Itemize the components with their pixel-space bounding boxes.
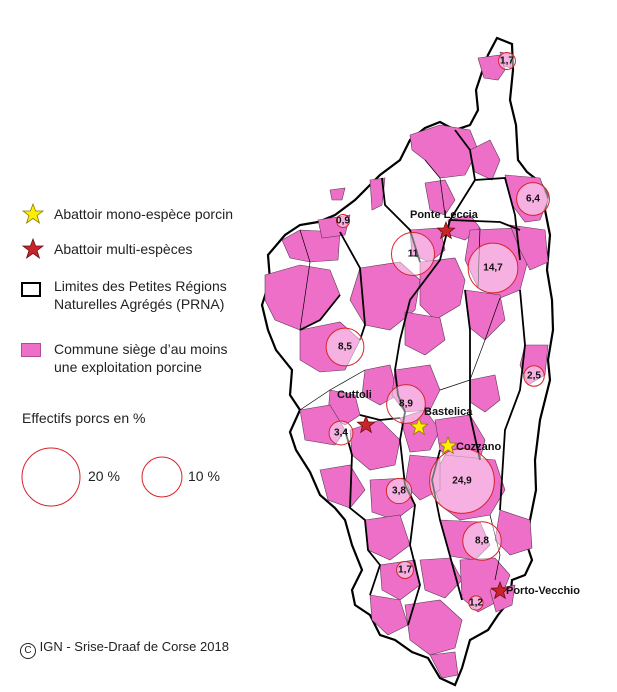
effectif-label: 14,7 (483, 263, 503, 274)
abattoir-stars (356, 220, 510, 600)
effectif-circle (385, 477, 413, 505)
commune-patches (264, 51, 549, 679)
effectif-circle (328, 420, 354, 446)
effectif-circle (523, 365, 545, 387)
effectif-circle (467, 242, 519, 294)
effectif-label: 8,9 (399, 399, 413, 410)
effectif-label: 2,5 (527, 371, 541, 382)
effectif-circle (390, 231, 436, 277)
effectif-label: 3,8 (392, 486, 406, 497)
mono-abattoir-star-icon (438, 435, 458, 455)
effectif-circle (429, 448, 495, 514)
city-label: Cuttoli (337, 389, 372, 401)
effectif-label: 8,5 (338, 342, 352, 353)
city-labels: Ponte Leccia Cuttoli Bastelica Cozzano Porto… (337, 209, 580, 597)
effectif-label: 24,9 (452, 476, 472, 487)
effectif-circle (468, 595, 484, 611)
city-label: Ponte Leccia (410, 209, 479, 221)
effectif-circle (325, 327, 365, 367)
multi-abattoir-star-icon (356, 414, 376, 434)
effectif-circle (336, 214, 350, 228)
effectif-label: 1,7 (500, 56, 514, 67)
effectif-circle (386, 384, 426, 424)
commune-boundaries (299, 159, 501, 581)
effectif-circle (498, 52, 516, 70)
effectifs-circles: 1,7 6,4 0,9 11 14,7 8,5 2,5 8,9 3,4 24,9 3,8 8,8 1,7… (325, 52, 550, 611)
effectif-circle (462, 521, 502, 561)
multi-abattoir-star-icon (436, 220, 456, 240)
effectif-circle (396, 561, 414, 579)
city-label: Cozzano (456, 441, 502, 453)
effectif-label: 0,9 (336, 216, 350, 227)
effectif-label: 1,7 (398, 565, 412, 576)
city-label: Bastelica (424, 406, 473, 418)
prna-boundaries (299, 129, 526, 626)
effectif-label: 6,4 (526, 194, 540, 205)
effectif-label: 3,4 (334, 428, 348, 439)
effectif-label: 11 (408, 249, 419, 260)
mono-abattoir-star-icon (409, 416, 429, 436)
effectif-circle (516, 182, 550, 216)
effectif-label: 8,8 (475, 536, 489, 547)
multi-abattoir-star-icon (490, 580, 510, 600)
effectif-label: 1,2 (469, 598, 483, 609)
city-label: Porto-Vecchio (506, 585, 580, 597)
